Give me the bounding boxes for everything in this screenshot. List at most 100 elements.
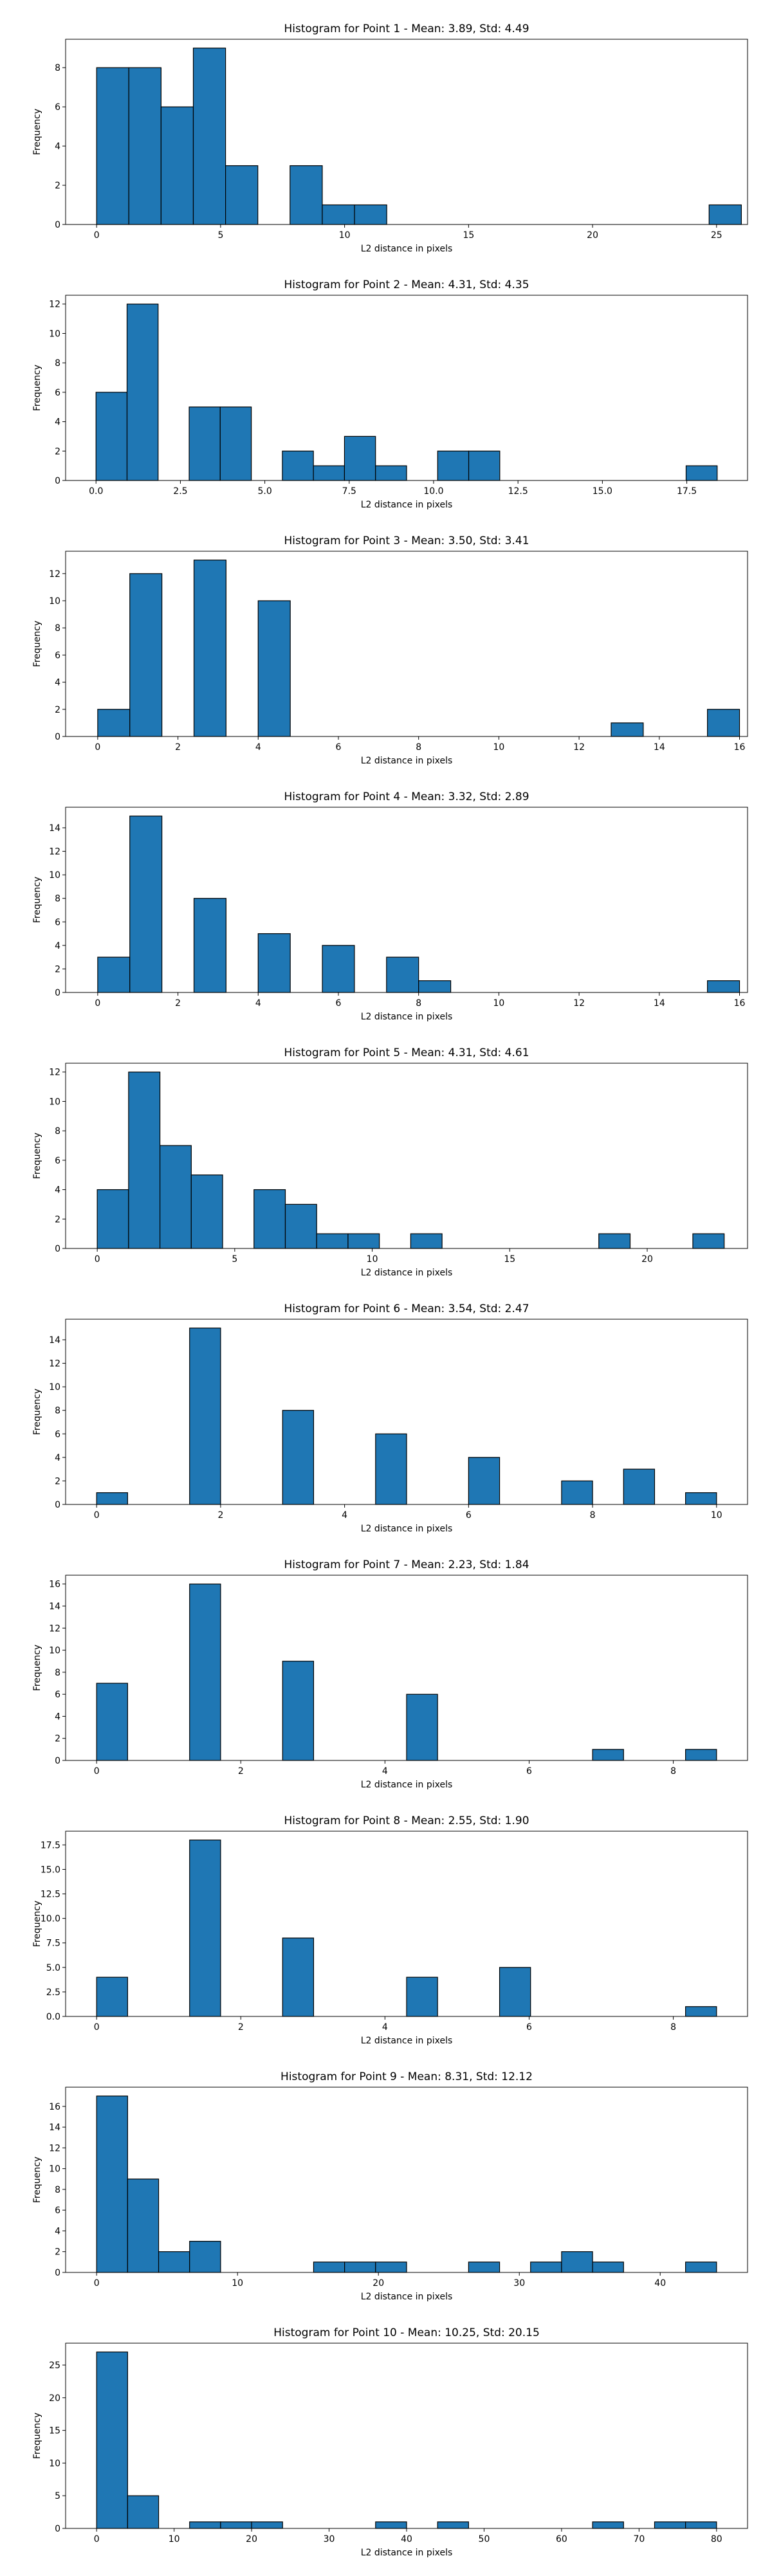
x-axis-label: L2 distance in pixels: [361, 244, 453, 254]
x-tick-label: 20: [246, 2534, 257, 2544]
histogram-bar: [406, 1977, 438, 2017]
histogram-2: Histogram for Point 2 - Mean: 4.31, Std:…: [32, 279, 748, 510]
x-tick-label: 6: [526, 2022, 532, 2032]
y-tick-label: 4: [55, 2226, 60, 2236]
x-axis-label: L2 distance in pixels: [361, 2292, 453, 2302]
y-tick-label: 0: [55, 1756, 60, 1766]
histogram-bar: [685, 2006, 717, 2017]
histogram-bar: [592, 2521, 624, 2529]
histogram-bar: [225, 165, 259, 225]
histogram-bar: [129, 573, 163, 737]
y-tick-label: 2: [55, 705, 60, 715]
y-tick-label: 12: [49, 569, 60, 580]
x-tick-label: 17.5: [677, 486, 697, 497]
x-tick-label: 8: [416, 998, 421, 1009]
y-tick-label: 4: [55, 678, 60, 688]
x-tick-label: 10: [169, 2534, 180, 2544]
y-tick-label: 15.0: [41, 1865, 60, 1875]
histogram-bar: [592, 2261, 624, 2273]
y-tick-label: 15: [49, 2426, 60, 2436]
x-tick-label: 15: [504, 1254, 515, 1265]
histogram-bar: [468, 1457, 501, 1505]
histogram-bar: [611, 722, 644, 737]
histogram-bar: [375, 465, 407, 481]
histogram-bar: [95, 392, 128, 481]
y-tick-label: 8: [55, 2185, 60, 2195]
x-tick-label: 30: [324, 2534, 335, 2544]
y-tick-label: 7.5: [46, 1939, 60, 1949]
histogram-bar: [375, 2521, 407, 2529]
x-tick-label: 12: [573, 998, 585, 1009]
histogram-bar: [188, 406, 221, 481]
y-axis-label: Frequency: [32, 2157, 42, 2203]
axes-frame: [65, 1831, 748, 2017]
y-tick-label: 2: [55, 181, 60, 191]
y-tick-label: 0: [55, 732, 60, 742]
x-tick-label: 2: [175, 998, 181, 1009]
histogram-bar: [97, 956, 131, 993]
y-tick-label: 10: [49, 2458, 60, 2469]
histogram-bar: [375, 2261, 407, 2273]
histogram-bar: [592, 1749, 624, 1761]
histogram-bar: [347, 1233, 380, 1249]
y-tick-label: 10: [49, 596, 60, 607]
histogram-bar: [282, 1661, 315, 1761]
histogram-bar: [685, 2261, 717, 2273]
x-tick-label: 6: [336, 742, 342, 753]
y-tick-label: 6: [55, 1690, 60, 1700]
y-tick-label: 2: [55, 1476, 60, 1486]
histogram-bar: [96, 1683, 128, 1761]
x-tick-label: 2.5: [173, 486, 187, 497]
axes-frame: [65, 807, 748, 993]
x-tick-label: 4: [382, 2022, 388, 2032]
histogram-bar: [468, 450, 501, 481]
histogram-bar: [190, 1174, 223, 1249]
x-tick-label: 5: [232, 1254, 237, 1265]
x-tick-label: 4: [255, 998, 261, 1009]
histogram-bar: [561, 2251, 593, 2273]
y-tick-label: 0: [55, 2268, 60, 2278]
y-tick-label: 0: [55, 988, 60, 998]
chart-title: Histogram for Point 7 - Mean: 2.23, Std:…: [284, 1558, 529, 1571]
y-tick-label: 12: [49, 1623, 60, 1634]
x-tick-label: 0: [95, 742, 100, 753]
chart-title: Histogram for Point 6 - Mean: 3.54, Std:…: [284, 1302, 529, 1315]
x-axis-label: L2 distance in pixels: [361, 1012, 453, 1022]
histogram-bar: [354, 204, 387, 225]
y-tick-label: 8: [55, 358, 60, 369]
y-axis-label: Frequency: [32, 109, 42, 155]
y-tick-label: 0.0: [46, 2012, 60, 2022]
x-tick-label: 40: [654, 2278, 666, 2288]
histogram-bar: [290, 165, 323, 225]
histogram-bar: [623, 1468, 656, 1505]
axes-frame: [65, 1063, 748, 1249]
x-tick-label: 70: [633, 2534, 645, 2544]
histogram-bar: [685, 1492, 717, 1505]
histogram-bar: [654, 2521, 686, 2529]
y-tick-label: 8: [55, 1126, 60, 1137]
histogram-bar: [282, 1937, 315, 2017]
y-tick-label: 6: [55, 1156, 60, 1166]
y-tick-label: 12: [49, 847, 60, 857]
histogram-bar: [284, 1203, 317, 1249]
histogram-bar: [344, 2261, 376, 2273]
x-tick-label: 10: [493, 742, 504, 753]
y-axis-label: Frequency: [32, 365, 42, 411]
x-tick-label: 14: [654, 998, 665, 1009]
x-tick-label: 6: [526, 1766, 532, 1777]
y-tick-label: 12: [49, 2143, 60, 2153]
chart-title: Histogram for Point 2 - Mean: 4.31, Std:…: [284, 279, 529, 291]
x-tick-label: 16: [734, 998, 746, 1009]
y-tick-label: 8: [55, 894, 60, 904]
y-tick-label: 10: [49, 1646, 60, 1656]
x-tick-label: 7.5: [342, 486, 356, 497]
histogram-bar: [192, 48, 226, 225]
x-axis-label: L2 distance in pixels: [361, 2548, 453, 2558]
histogram-bar: [313, 2261, 345, 2273]
x-axis-label: L2 distance in pixels: [361, 756, 453, 766]
y-tick-label: 10: [49, 329, 60, 339]
y-axis-label: Frequency: [32, 1645, 42, 1691]
axes-frame: [65, 39, 748, 225]
y-tick-label: 2: [55, 446, 60, 457]
